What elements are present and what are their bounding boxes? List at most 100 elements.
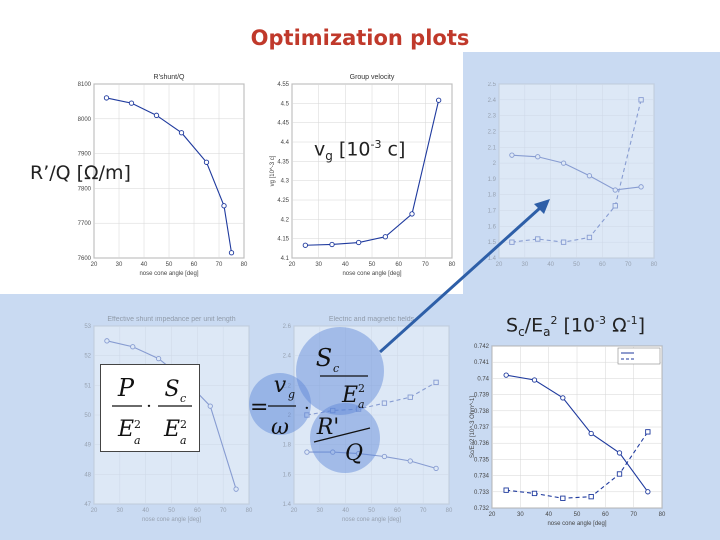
chart-title: R'shunt/Q <box>154 74 185 81</box>
circle-vg-omega <box>249 373 311 435</box>
y-tick-label: 1.9 <box>488 177 497 183</box>
data-point <box>103 95 110 101</box>
label-sc-exp3: -1 <box>626 314 638 327</box>
label-sc-mid: /E <box>524 314 544 337</box>
data-point <box>560 160 567 166</box>
x-tick-label: 60 <box>394 508 401 514</box>
label-vg-unit: c] <box>381 138 406 161</box>
x-axis-label: nose cone angle [deg] <box>342 271 401 277</box>
svg-text:c: c <box>180 392 186 405</box>
x-tick-label: 50 <box>166 262 173 268</box>
x-tick-label: 20 <box>91 262 98 268</box>
x-tick-label: 70 <box>220 508 227 514</box>
series-line <box>306 381 437 416</box>
y-tick-label: 8100 <box>78 82 92 88</box>
data-point <box>155 355 162 362</box>
svg-text:S: S <box>164 377 179 402</box>
y-tick-label: 1.7 <box>488 209 497 215</box>
x-tick-label: 80 <box>241 262 248 268</box>
y-tick-label: 4.55 <box>277 82 289 88</box>
arrow-line <box>378 206 542 354</box>
data-point <box>355 450 362 457</box>
data-point <box>302 242 308 248</box>
y-tick-label: 1.4 <box>283 502 292 508</box>
series-line <box>506 374 649 493</box>
svg-text:2: 2 <box>180 418 187 431</box>
svg-text:v: v <box>274 373 287 398</box>
series-line <box>306 451 437 469</box>
y-tick-label: 7700 <box>78 221 92 227</box>
y-tick-label: 4.35 <box>277 159 289 165</box>
x-tick-label: 30 <box>517 512 524 518</box>
x-tick-label: 80 <box>246 508 253 514</box>
data-point <box>228 250 235 256</box>
chart-title: Group velocity <box>350 74 395 81</box>
top-right-band <box>463 52 720 294</box>
plot-frame <box>498 83 655 259</box>
x-tick-label: 30 <box>116 508 123 514</box>
y-tick-label: 0.741 <box>474 360 490 366</box>
chart-title: Electric and magnetic fields <box>329 316 415 323</box>
x-tick-label: 20 <box>489 512 496 518</box>
x-tick-label: 50 <box>368 508 375 514</box>
data-point <box>535 154 541 160</box>
y-tick-label: 0.737 <box>474 425 490 431</box>
y-tick-label: 52 <box>84 354 91 360</box>
y-tick-label: 2.6 <box>283 324 292 330</box>
y-tick-label: 0.736 <box>474 441 490 447</box>
series-line <box>511 154 642 191</box>
formula-box <box>100 364 200 452</box>
x-tick-label: 80 <box>651 262 658 268</box>
data-point <box>381 400 388 406</box>
x-tick-label: 20 <box>496 262 503 268</box>
svg-text:=: = <box>250 395 268 420</box>
x-tick-label: 40 <box>342 262 349 268</box>
y-tick-label: 2.5 <box>488 82 497 88</box>
y-tick-label: 0.733 <box>474 490 490 496</box>
y-tick-label: 2.3 <box>488 114 497 120</box>
x-tick-label: 20 <box>291 508 298 514</box>
y-tick-label: 4.15 <box>277 237 289 243</box>
x-tick-label: 80 <box>446 508 453 514</box>
x-tick-label: 40 <box>141 262 148 268</box>
series-line <box>511 99 642 243</box>
y-tick-label: 1.8 <box>283 443 292 449</box>
label-sc-sub2: a <box>543 325 551 340</box>
data-point <box>503 487 509 493</box>
x-tick-label: 50 <box>574 512 581 518</box>
data-point <box>509 239 515 245</box>
label-sc-exp2: 2 <box>550 314 558 327</box>
svg-text:E: E <box>341 383 358 408</box>
data-point <box>304 449 310 455</box>
series-line <box>506 431 649 499</box>
data-point <box>560 239 567 245</box>
data-point <box>638 97 644 103</box>
x-tick-label: 20 <box>91 508 98 514</box>
x-tick-label: 70 <box>420 508 427 514</box>
plot-field-ratio-top: 20 30 40 50 60 70 80 1.4 1.5 1.6 1.7 1.8 1.9 2 2.1 2.2 2… <box>488 82 658 268</box>
y-tick-label: 1.6 <box>283 472 292 478</box>
x-tick-label: 70 <box>630 512 637 518</box>
x-tick-label: 50 <box>573 262 580 268</box>
x-tick-label: 30 <box>316 508 323 514</box>
data-point <box>588 494 594 500</box>
x-tick-label: 30 <box>116 262 123 268</box>
y-tick-label: 4.3 <box>281 179 290 185</box>
label-sc-exp: -3 <box>595 314 607 327</box>
data-point <box>221 203 227 209</box>
y-tick-label: 2 <box>288 413 292 419</box>
data-point <box>128 100 135 106</box>
x-axis-label: nose cone angle [deg] <box>342 517 401 523</box>
data-point <box>304 412 310 418</box>
y-tick-label: 1.5 <box>488 240 497 246</box>
y-tick-label: 4.4 <box>281 140 290 146</box>
data-point <box>531 490 538 497</box>
svg-text:2: 2 <box>358 382 365 395</box>
data-point <box>433 465 439 472</box>
plot-frame <box>293 325 450 505</box>
data-point <box>381 453 388 460</box>
svg-text:2: 2 <box>134 418 141 431</box>
y-tick-label: 47 <box>84 502 91 508</box>
bottom-band <box>0 294 463 540</box>
x-tick-label: 60 <box>395 262 402 268</box>
